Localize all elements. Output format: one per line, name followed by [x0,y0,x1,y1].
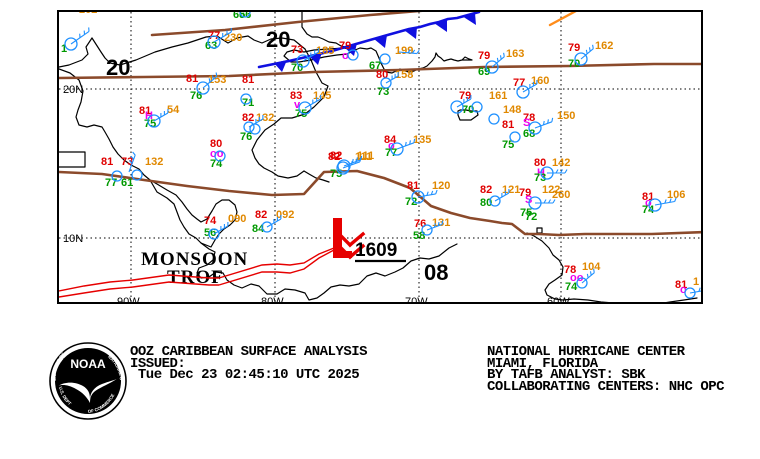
svg-text:77: 77 [105,177,117,189]
svg-text:121: 121 [502,184,520,196]
svg-text:10N: 10N [63,233,83,245]
svg-text:092: 092 [276,209,294,221]
svg-text:260: 260 [552,189,570,201]
svg-text:76: 76 [240,131,252,143]
svg-text:90W: 90W [117,296,140,304]
svg-text:81: 81 [186,73,198,85]
svg-text:79: 79 [478,50,490,62]
svg-text:20: 20 [106,55,130,80]
svg-text:81: 81 [101,156,113,168]
svg-text:81: 81 [502,119,514,131]
svg-text:1: 1 [693,276,699,288]
svg-text:58: 58 [413,230,425,242]
svg-text:150: 150 [557,110,575,122]
svg-text:135: 135 [413,134,431,146]
svg-text:132: 132 [256,112,274,124]
svg-text:81: 81 [242,74,254,86]
svg-text:20: 20 [266,27,290,52]
svg-text:79: 79 [568,42,580,54]
svg-text:61: 61 [121,177,133,189]
svg-text:82: 82 [255,209,267,221]
svg-text:81: 81 [407,180,419,192]
svg-text:76: 76 [414,218,426,230]
svg-text:NOAA: NOAA [70,357,106,371]
svg-text:08: 08 [424,260,448,285]
svg-text:72: 72 [525,211,537,223]
svg-text:1609: 1609 [355,240,397,261]
svg-text:199: 199 [395,45,413,57]
svg-text:78: 78 [63,12,75,13]
svg-text:132: 132 [145,156,163,168]
svg-text:163: 163 [506,48,524,60]
svg-text:202: 202 [79,12,97,16]
svg-text:54: 54 [167,104,180,116]
svg-text:76: 76 [190,90,202,102]
svg-text:70W: 70W [405,296,428,304]
svg-text:104: 104 [582,261,601,273]
svg-text:142: 142 [552,157,570,169]
svg-text:161: 161 [489,90,507,102]
svg-text:74: 74 [204,215,217,227]
svg-text:74: 74 [565,281,578,293]
svg-text:148: 148 [503,104,521,116]
svg-text:82: 82 [328,151,340,163]
svg-text:120: 120 [432,180,450,192]
svg-text:20N: 20N [63,84,83,96]
svg-text:80W: 80W [261,296,284,304]
svg-text:82: 82 [480,184,492,196]
svg-text:1: 1 [61,43,67,55]
svg-text:162: 162 [595,40,613,52]
svg-text:73: 73 [291,44,303,56]
svg-text:090: 090 [228,213,246,225]
svg-text:145: 145 [313,90,331,102]
svg-text:106: 106 [667,189,685,201]
